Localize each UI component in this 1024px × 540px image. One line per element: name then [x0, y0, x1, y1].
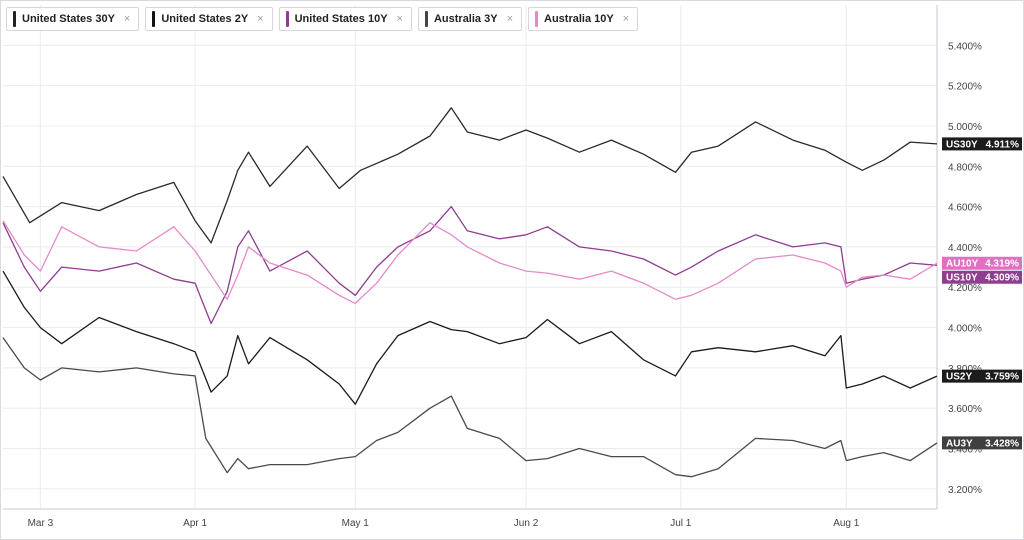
series-end-tag-bg: [942, 137, 1022, 151]
series-line: [2, 205, 938, 325]
series-end-tag-bg: [942, 256, 1022, 270]
close-icon[interactable]: ×: [506, 13, 513, 25]
series-end-tag-name: US10Y: [946, 273, 978, 284]
x-tick-label: May 1: [342, 518, 370, 529]
y-tick-label: 3.200%: [948, 485, 982, 496]
legend-swatch: [424, 11, 428, 27]
series-end-tag: US30Y 4.911%: [942, 137, 1022, 151]
legend-label: United States 30Y: [22, 13, 115, 25]
legend-swatch: [285, 11, 289, 27]
legend-label: Australia 10Y: [544, 13, 614, 25]
series-end-tag-bg: [942, 369, 1022, 383]
series-line: [2, 270, 938, 405]
series-line: [2, 337, 938, 478]
series-end-tag: AU10Y 4.319%: [942, 256, 1022, 270]
y-tick-label: 4.600%: [948, 203, 982, 214]
y-tick-label: 3.400%: [948, 445, 982, 456]
y-tick-label: 4.400%: [948, 243, 982, 254]
legend-chip[interactable]: United States 30Y ×: [6, 7, 140, 31]
x-tick-label: Mar 3: [28, 518, 54, 529]
series-end-tag: US2Y 3.759%: [942, 369, 1022, 383]
y-tick-label: 5.400%: [948, 41, 982, 52]
series-end-tag-value: 4.309%: [985, 273, 1019, 284]
y-tick-label: 5.000%: [948, 122, 982, 133]
x-tick-label: Jun 2: [514, 518, 539, 529]
y-tick-label: 3.800%: [948, 364, 982, 375]
series-end-tag-value: 3.759%: [985, 372, 1019, 383]
legend-label: United States 2Y: [161, 13, 249, 25]
legend-swatch: [13, 11, 16, 27]
legend-label: United States 10Y: [294, 13, 388, 25]
legend-chip[interactable]: Australia 10Y ×: [528, 7, 639, 31]
series-end-tag: AU3Y 3.428%: [942, 436, 1022, 450]
series-line: [2, 107, 938, 244]
y-tick-label: 5.200%: [948, 82, 982, 93]
y-tick-label: 4.800%: [948, 162, 982, 173]
legend-label: Australia 3Y: [433, 13, 498, 25]
x-tick-label: Apr 1: [183, 518, 207, 529]
series-end-tag-bg: [942, 436, 1022, 450]
series-end-tag-name: AU3Y: [946, 438, 973, 449]
y-tick-label: 4.000%: [948, 324, 982, 335]
close-icon[interactable]: ×: [123, 13, 131, 25]
legend-chip[interactable]: United States 2Y ×: [145, 7, 273, 31]
legend-chip[interactable]: Australia 3Y ×: [417, 7, 522, 31]
series-end-tag-value: 3.428%: [985, 438, 1019, 449]
legend-swatch: [535, 11, 538, 27]
series-line: [2, 220, 938, 305]
legend-swatch: [152, 11, 156, 27]
close-icon[interactable]: ×: [622, 13, 630, 25]
series-end-tag-name: US2Y: [946, 372, 972, 383]
close-icon[interactable]: ×: [396, 13, 403, 25]
close-icon[interactable]: ×: [257, 13, 264, 25]
legend: United States 30Y × United States 2Y × Unite…: [6, 7, 639, 31]
x-tick-label: Aug 1: [833, 518, 860, 529]
series-end-tag-name: US30Y: [946, 139, 978, 150]
y-tick-label: 4.200%: [948, 283, 982, 294]
series-end-tag: US10Y 4.309%: [942, 270, 1022, 284]
x-tick-label: Jul 1: [670, 518, 692, 529]
legend-chip[interactable]: United States 10Y ×: [278, 7, 412, 31]
series-end-tag-value: 4.319%: [985, 259, 1019, 270]
y-tick-label: 3.600%: [948, 404, 982, 415]
series-end-tag-bg: [942, 270, 1022, 284]
series-end-tag-name: AU10Y: [946, 259, 979, 270]
series-end-tag-value: 4.911%: [986, 139, 1019, 150]
